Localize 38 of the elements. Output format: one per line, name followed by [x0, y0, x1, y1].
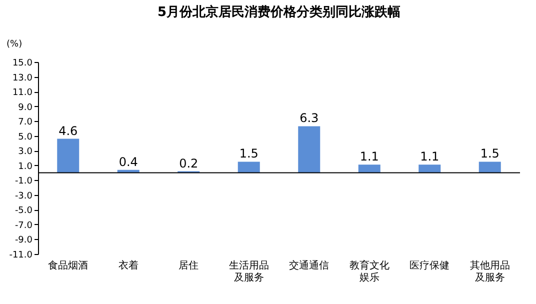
- y-tick-label: 11.0: [12, 88, 33, 98]
- y-tick-label: 5.0: [18, 132, 33, 142]
- x-tick-label: 其他用品及服务: [470, 260, 510, 284]
- x-tick-label: 教育文化娱乐: [349, 260, 390, 284]
- y-tick-label: 9.0: [18, 102, 33, 113]
- y-axis-title: (%): [6, 40, 22, 50]
- bar: [358, 164, 380, 173]
- data-label: 4.6: [58, 124, 78, 138]
- data-label: 1.1: [420, 150, 440, 164]
- x-tick-label: 生活用品及服务: [228, 260, 269, 284]
- x-tick-label: 居住: [178, 260, 199, 272]
- data-label: 0.4: [118, 154, 138, 169]
- bar: [418, 164, 441, 173]
- bar: [57, 138, 80, 173]
- y-tick-label: 7.0: [18, 118, 33, 128]
- y-tick-label: -9.0: [14, 236, 33, 246]
- data-label: 0.2: [179, 156, 198, 170]
- data-label: 6.3: [300, 111, 319, 126]
- x-tick-label: 医疗保健: [410, 260, 450, 272]
- y-tick-label: 13.0: [12, 73, 33, 84]
- x-tick-label: 食品烟酒: [48, 260, 88, 272]
- x-tick-label: 交通通信: [289, 260, 330, 272]
- bar: [478, 162, 501, 173]
- y-tick-label: -1.0: [14, 176, 33, 187]
- y-tick-label: -3.0: [14, 191, 33, 202]
- bar: [298, 126, 320, 173]
- x-tick-label: 衣着: [118, 260, 138, 272]
- chart-title: 5月份北京居民消费价格分类别同比涨跌幅: [157, 4, 401, 20]
- data-label: 1.5: [239, 146, 258, 161]
- y-tick-label: -11.0: [9, 250, 33, 260]
- bar: [238, 162, 260, 173]
- data-label: 1.5: [480, 146, 500, 161]
- y-tick-label: 1.0: [18, 162, 33, 172]
- data-label: 1.1: [360, 150, 379, 164]
- y-tick-label: -5.0: [14, 206, 33, 216]
- y-tick-label: 15.0: [12, 58, 33, 68]
- y-tick-label: -7.0: [14, 220, 33, 231]
- y-tick-label: 3.0: [18, 147, 33, 158]
